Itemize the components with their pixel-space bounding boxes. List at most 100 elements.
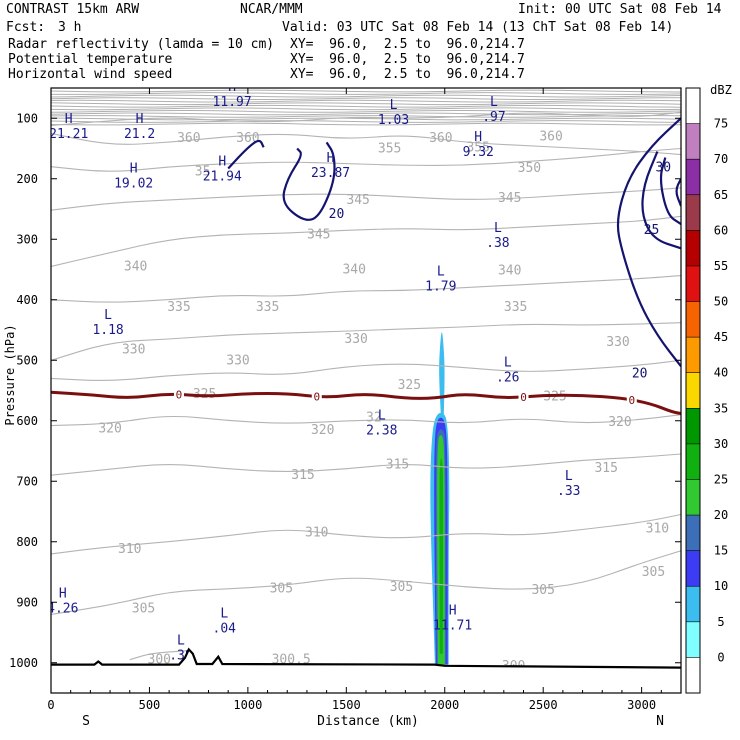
extremum-letter: H [228,80,236,95]
extremum-letter: H [136,112,144,127]
theta-label: 310 [305,526,328,541]
theta-label: 305 [390,580,413,595]
freezing-label-bg [626,393,637,405]
theta-contour-350 [51,147,681,172]
theta-contour-315 [51,453,681,476]
colorbar-swatch [686,88,700,124]
colorbar-swatch [686,123,700,160]
extremum-letter: L [565,469,573,484]
theta-label: 355 [466,140,489,155]
x-tick-label: 500 [139,698,161,712]
extremum-letter: H [474,130,482,145]
freezing-level-label: 0 [176,388,183,401]
valid-time: Valid: 03 UTC Sat 08 Feb 14 (13 ChT Sat … [282,20,673,35]
theta-label: 305 [132,601,155,616]
terrain-fill [51,649,681,693]
colorbar-swatch [686,265,700,302]
theta-contour-320 [51,414,681,427]
colorbar-swatch [686,443,700,480]
right-endpoint-label: N [656,714,664,729]
freezing-level-line [51,390,681,415]
extremum-value: 19.02 [114,177,153,192]
extremum-letter: L [437,265,445,280]
stratosphere-isentrope [51,120,681,123]
extremum-letter: H [130,162,138,177]
y-tick-label: 600 [16,414,38,428]
field-radar-name: Radar reflectivity (lamda = 10 cm) [8,37,274,52]
colorbar-level-label: 30 [714,437,728,451]
wind-label: 20 [329,207,345,222]
extremum-value: .04 [213,621,237,636]
colorbar-swatch [686,550,700,587]
y-tick-label: 900 [16,595,38,609]
freezing-label-bg [311,390,322,402]
theta-label: 32 [366,411,382,426]
colorbar-swatch [686,479,700,516]
theta-label: 340 [124,259,147,274]
init-time: Init: 00 UTC Sat 08 Feb 14 [518,2,722,17]
y-tick-label: 300 [16,232,38,246]
colorbar-level-label: 15 [714,544,728,558]
y-tick-label: 400 [16,293,38,307]
stratosphere-isentrope [51,112,681,116]
stratosphere-isentrope [51,109,681,113]
theta-label: 315 [594,461,617,476]
wind-contour-20 [616,117,681,367]
stratosphere-isentrope [51,122,681,126]
extremum-value: 23.87 [311,166,350,181]
theta-label: 335 [504,300,527,315]
colorbar-swatch [686,621,700,658]
theta-label: 330 [226,353,249,368]
colorbar-level-label: 50 [714,295,728,309]
stratosphere-isentrope [51,107,681,111]
theta-label: 350 [518,161,541,176]
theta-label: 310 [118,542,141,557]
theta-contour-355 [51,132,681,156]
extremum-letter: H [327,151,335,166]
colorbar-level-label: 65 [714,188,728,202]
stratosphere-isentrope [51,102,681,106]
extremum-value: 9.32 [463,145,494,160]
colorbar-unit: dBZ [710,83,732,97]
y-tick-label: 800 [16,535,38,549]
wind-label: 30 [655,161,671,176]
extremum-value: 2.38 [366,424,397,439]
wind-contour-20 [282,141,336,221]
theta-label: 355 [378,142,401,157]
extremum-value: 1.03 [378,113,409,128]
colorbar-level-label: 20 [714,508,728,522]
extremum-letter: H [218,154,226,169]
wind-contour-20 [227,139,265,170]
theta-label: 310 [646,521,669,536]
model-title: CONTRAST 15km ARW [6,2,139,17]
extremum-letter: L [504,355,512,370]
center-label: NCAR/MMM [240,2,303,17]
theta-contour-335 [51,275,681,303]
x-axis-title: Distance (km) [317,714,419,729]
fcst-value: 3 h [58,20,81,35]
colorbar-level-label: 40 [714,366,728,380]
theta-contour-345 [51,187,681,211]
theta-label: 335 [256,300,279,315]
wind-contour-30 [659,157,681,226]
theta-label: 345 [307,227,330,242]
theta-label: 360 [236,131,259,146]
colorbar-level-label: 25 [714,472,728,486]
x-tick-label: 1000 [233,698,262,712]
extremum-letter: H [59,586,67,601]
extremum-letter: L [378,409,386,424]
y-tick-label: 100 [16,111,38,125]
colorbar-swatch [686,230,700,266]
extremum-value: 21.2 [124,127,155,142]
theta-label: 340 [342,263,365,278]
colorbar-swatch [686,408,700,444]
theta-label: 340 [498,264,521,279]
theta-contour-330 [51,322,681,361]
theta-contour-360 [51,111,681,127]
theta-contour-325 [51,359,681,381]
theta-label: 35 [195,164,211,179]
theta-label: 325 [398,378,421,393]
freezing-level-label: 0 [313,391,320,404]
x-tick-label: 1500 [332,698,361,712]
theta-label: 360 [429,131,452,146]
